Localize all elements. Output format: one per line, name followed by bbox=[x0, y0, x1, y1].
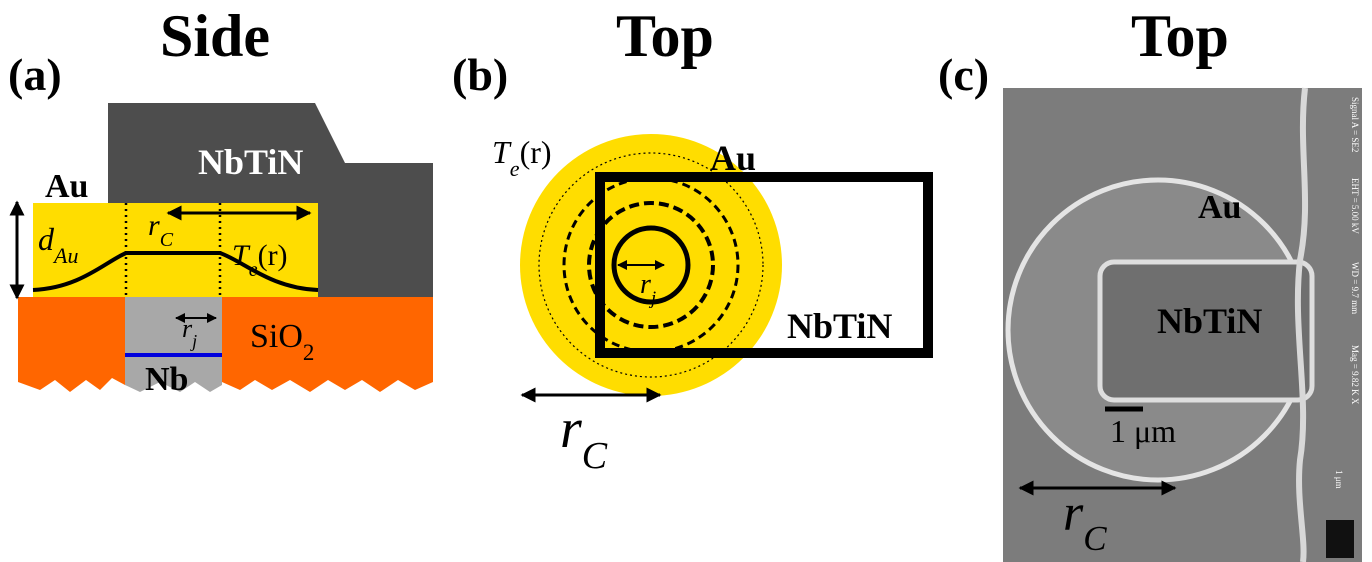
annotation: Mag = 9.82 K X bbox=[1350, 345, 1360, 405]
annotation-text: Nb bbox=[145, 361, 188, 398]
annotation-text: (r) bbox=[520, 134, 552, 170]
logo bbox=[1326, 520, 1354, 558]
annotation-text: NbTiN bbox=[787, 306, 892, 346]
annotation-text: Au bbox=[45, 168, 88, 205]
annotation-text: d bbox=[38, 221, 55, 257]
annotation-subscript: e bbox=[249, 259, 258, 281]
annotation: Nb bbox=[145, 361, 188, 398]
sio2-left bbox=[18, 297, 125, 392]
annotation-subscript: e bbox=[510, 156, 520, 181]
annotation: NbTiN bbox=[787, 306, 892, 346]
annotation-text: (r) bbox=[258, 239, 288, 272]
panel-title: Top bbox=[616, 3, 714, 69]
panel-title: Top bbox=[1131, 3, 1229, 69]
annotation-text: r bbox=[1063, 485, 1084, 542]
annotation-text: 1 μm bbox=[1110, 413, 1176, 449]
panel-label: (a) bbox=[8, 49, 62, 100]
annotation-subscript: 2 bbox=[303, 340, 315, 365]
annotation-text: NbTiN bbox=[198, 142, 303, 182]
annotation-text: Au bbox=[710, 138, 756, 178]
annotation: Signal A = SE2 bbox=[1350, 97, 1360, 152]
panel-label: (b) bbox=[452, 49, 508, 100]
annotation-text: EHT = 5.00 kV bbox=[1350, 178, 1360, 234]
annotation-text: r bbox=[640, 269, 651, 300]
annotation: Au bbox=[710, 138, 756, 178]
annotation-text: 1 μm bbox=[1334, 470, 1344, 489]
annotation: Te(r) bbox=[492, 134, 552, 181]
annotation: EHT = 5.00 kV bbox=[1350, 178, 1360, 234]
panel-label: (c) bbox=[938, 49, 989, 100]
panel-title: Side bbox=[160, 3, 270, 69]
annotation-text: Au bbox=[1198, 189, 1241, 226]
annotation: 1 μm bbox=[1334, 470, 1344, 489]
annotation-text: WD = 9.7 mm bbox=[1350, 262, 1360, 314]
annotation: Au bbox=[45, 168, 88, 205]
annotation: 1 μm bbox=[1110, 413, 1176, 449]
annotation: WD = 9.7 mm bbox=[1350, 262, 1360, 314]
annotation: rC bbox=[560, 398, 608, 477]
figure: Side(a)Top(b)Top(c)AuNbTiNdAurCTe(r)rjSi… bbox=[0, 0, 1372, 562]
annotation-text: r bbox=[560, 398, 582, 460]
annotation-text: Mag = 9.82 K X bbox=[1350, 345, 1360, 405]
annotation: NbTiN bbox=[198, 142, 303, 182]
annotation-text: NbTiN bbox=[1157, 301, 1262, 341]
annotation-subscript: j bbox=[190, 331, 197, 351]
annotation-text: r bbox=[148, 209, 160, 242]
annotation-subscript: C bbox=[160, 229, 174, 251]
annotation: NbTiN bbox=[1157, 301, 1262, 341]
annotation-subscript: Au bbox=[52, 243, 78, 268]
annotation-subscript: C bbox=[582, 435, 608, 477]
annotation-subscript: C bbox=[1083, 519, 1107, 558]
annotation-text: SiO bbox=[250, 318, 303, 355]
annotation: Au bbox=[1198, 189, 1241, 226]
annotation-text: Signal A = SE2 bbox=[1350, 97, 1360, 152]
